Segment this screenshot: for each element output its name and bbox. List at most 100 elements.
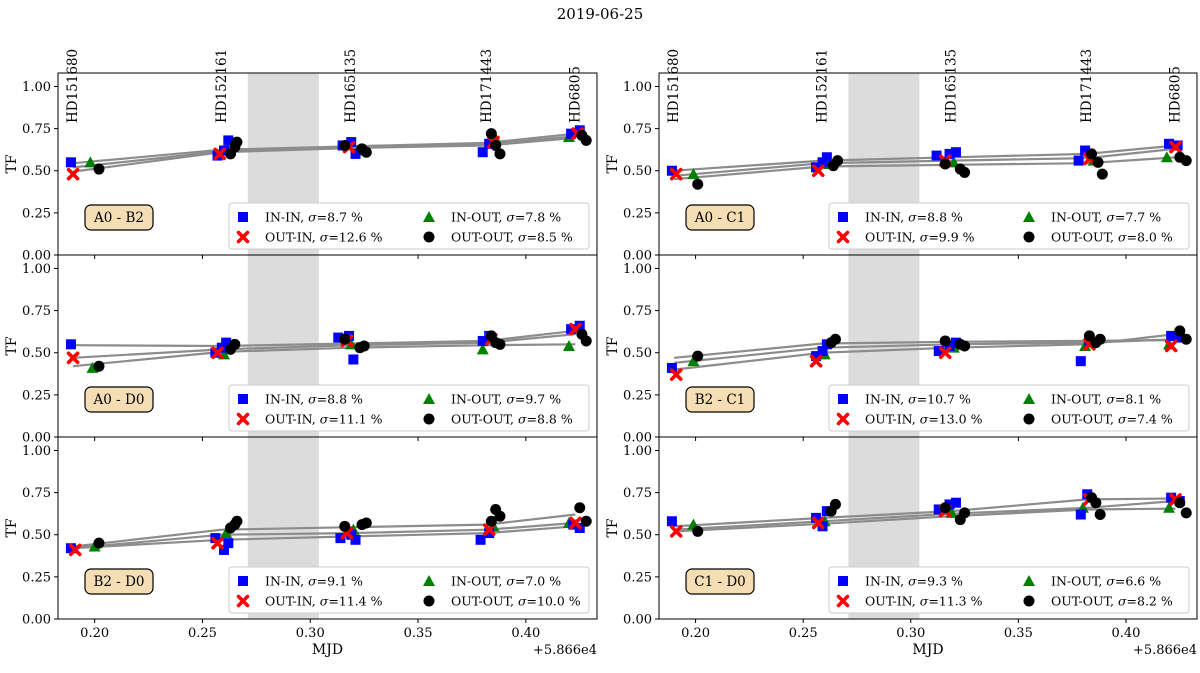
y-axis-label: TF: [4, 154, 20, 173]
point-out-out: [1180, 155, 1192, 167]
y-tick-label: 0.75: [623, 122, 652, 137]
point-in-out: [220, 527, 233, 539]
x-tick-label: 0.35: [404, 626, 433, 641]
point-in-in: [350, 534, 361, 545]
point-out-out: [580, 134, 592, 146]
point-out-out: [490, 139, 502, 151]
legend-entry-out-in: OUT-IN, σ=11.4 %: [265, 594, 383, 609]
point-out-in: [809, 354, 823, 368]
point-out-out: [574, 502, 586, 514]
star-label: HD165135: [343, 49, 359, 123]
point-in-in: [219, 544, 230, 555]
legend-marker-in-out: [423, 211, 435, 222]
point-out-out: [692, 525, 704, 537]
point-in-in: [566, 324, 577, 335]
legend-entry-in-out: IN-OUT, σ=7.0 %: [451, 574, 561, 589]
legend-entry-out-out: OUT-OUT, σ=8.8 %: [451, 412, 573, 427]
legend-marker-out-out: [423, 231, 435, 243]
point-out-out: [339, 333, 351, 345]
legend-entry-in-in: IN-IN, σ=8.8 %: [865, 210, 963, 225]
baseline-box: [685, 568, 755, 595]
point-out-out: [1090, 497, 1102, 509]
legend-box: [228, 202, 590, 250]
point-out-out: [93, 360, 105, 372]
legend-marker-in-out: [423, 575, 435, 586]
point-out-in: [811, 516, 825, 530]
point-in-in: [1080, 145, 1091, 156]
legend-entry-in-in: IN-IN, σ=8.8 %: [265, 392, 363, 407]
point-in-in: [335, 533, 346, 544]
point-out-out: [339, 520, 351, 532]
point-in-in: [477, 147, 488, 158]
point-out-in: [213, 147, 226, 161]
point-out-in: [66, 167, 80, 181]
point-out-out: [692, 350, 704, 362]
y-tick-label: 0.25: [623, 388, 652, 403]
point-in-in: [666, 362, 677, 373]
point-in-in: [484, 528, 495, 539]
point-out-out: [829, 333, 841, 345]
baseline-box: [84, 204, 154, 231]
legend-entry-in-out: IN-OUT, σ=9.7 %: [451, 392, 561, 407]
point-in-in: [1164, 138, 1175, 149]
legend-entry-out-in: OUT-IN, σ=13.0 %: [865, 412, 983, 427]
point-out-out: [485, 515, 497, 527]
star-label: HD171443: [479, 49, 495, 123]
y-tick-label: 0.25: [22, 388, 51, 403]
y-tick-label: 0.00: [623, 431, 652, 446]
point-out-out: [959, 507, 971, 519]
point-in-in: [950, 497, 961, 508]
point-out-out: [93, 537, 105, 549]
y-tick-label: 0.00: [22, 613, 51, 628]
legend-entry-out-out: OUT-OUT, σ=7.4 %: [1051, 412, 1173, 427]
legend-entry-in-in: IN-IN, σ=8.7 %: [265, 210, 363, 225]
legend-marker-in-in: [238, 576, 248, 586]
point-out-out: [358, 340, 370, 352]
legend-marker-in-out: [423, 393, 435, 404]
legend-marker-out-in: [236, 594, 250, 608]
point-in-in: [65, 339, 76, 350]
y-tick-label: 0.50: [623, 528, 652, 543]
point-in-in: [221, 337, 232, 348]
point-out-out: [360, 517, 372, 529]
point-in-in: [566, 128, 577, 139]
legend-entry-in-out: IN-OUT, σ=7.8 %: [451, 210, 561, 225]
point-in-in: [477, 335, 488, 346]
x-tick-label: 0.20: [80, 626, 109, 641]
legend-marker-out-in: [236, 412, 250, 426]
point-out-in: [68, 543, 82, 557]
baseline-box: [685, 204, 755, 231]
point-out-out: [229, 338, 241, 350]
point-in-in: [811, 351, 822, 362]
legend-box: [828, 566, 1190, 614]
point-out-out: [1180, 333, 1192, 345]
point-out-in: [1164, 339, 1178, 353]
legend-box: [228, 566, 590, 614]
point-out-out: [1086, 148, 1098, 160]
baseline-label: B2 - D0: [93, 574, 144, 590]
y-tick-label: 1.00: [623, 80, 652, 95]
x-tick-label: 0.25: [789, 626, 818, 641]
y-tick-label: 0.50: [22, 528, 51, 543]
point-out-in: [669, 368, 683, 381]
point-in-out: [1163, 501, 1176, 513]
y-tick-label: 0.25: [22, 206, 51, 221]
legend-box: [228, 384, 590, 432]
point-out-out: [939, 335, 951, 347]
star-label: HD6805: [567, 66, 583, 123]
point-in-in: [931, 150, 942, 161]
legend-entry-out-out: OUT-OUT, σ=8.5 %: [451, 230, 573, 245]
x-tick-label: 0.40: [1112, 626, 1141, 641]
y-tick-label: 0.75: [22, 304, 51, 319]
point-in-in: [346, 529, 357, 540]
star-label: HD151680: [65, 49, 81, 123]
point-out-out: [360, 146, 372, 158]
legend-marker-out-out: [423, 413, 435, 425]
point-out-in: [569, 516, 582, 530]
legend-marker-in-out: [1023, 575, 1035, 586]
point-in-in: [933, 504, 944, 515]
y-tick-label: 0.75: [22, 486, 51, 501]
x-tick-label: 0.20: [681, 626, 710, 641]
point-in-in: [821, 152, 832, 163]
star-label: HD151680: [666, 49, 682, 123]
